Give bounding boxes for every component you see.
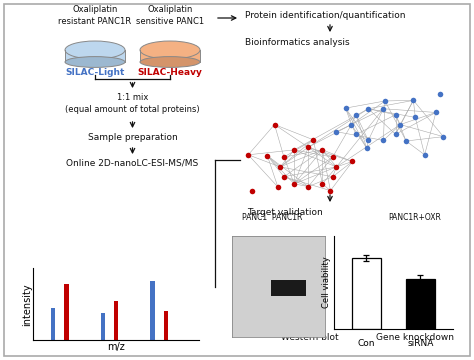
Y-axis label: intensity: intensity (22, 283, 32, 325)
Text: Sample preparation: Sample preparation (88, 133, 177, 142)
Bar (64, 284, 69, 340)
Text: Western blot: Western blot (281, 333, 339, 342)
Bar (114, 301, 118, 340)
Bar (164, 311, 168, 340)
Bar (140, 50, 200, 62)
Bar (65, 50, 125, 62)
Text: Protein identification/quantification: Protein identification/quantification (245, 11, 405, 20)
Bar (271, 280, 306, 296)
Y-axis label: Cell viability: Cell viability (322, 257, 331, 309)
Text: Target validation: Target validation (247, 208, 323, 217)
Bar (51, 308, 55, 340)
Bar (100, 313, 105, 340)
Ellipse shape (140, 41, 200, 59)
Text: SILAC-Light: SILAC-Light (65, 68, 125, 77)
Text: Gene knockdown: Gene knockdown (376, 333, 454, 342)
Ellipse shape (65, 41, 125, 59)
Text: Bioinformatics analysis: Bioinformatics analysis (245, 38, 350, 47)
Bar (352, 258, 381, 329)
Bar (150, 281, 155, 340)
Text: Online 2D-nanoLC-ESI-MS/MS: Online 2D-nanoLC-ESI-MS/MS (66, 159, 199, 168)
Ellipse shape (65, 57, 125, 67)
Ellipse shape (140, 57, 200, 67)
Text: 1:1 mix
(equal amount of total proteins): 1:1 mix (equal amount of total proteins) (65, 93, 200, 114)
Bar (406, 279, 435, 329)
Text: SILAC-Heavy: SILAC-Heavy (137, 68, 202, 77)
X-axis label: m/z: m/z (107, 342, 125, 352)
Text: Oxaliplatin
resistant PANC1R: Oxaliplatin resistant PANC1R (58, 5, 132, 26)
Text: PANC1  PANC1R: PANC1 PANC1R (242, 213, 302, 222)
Text: Oxaliplatin
sensitive PANC1: Oxaliplatin sensitive PANC1 (136, 5, 204, 26)
Text: PANC1R+OXR: PANC1R+OXR (389, 213, 441, 222)
